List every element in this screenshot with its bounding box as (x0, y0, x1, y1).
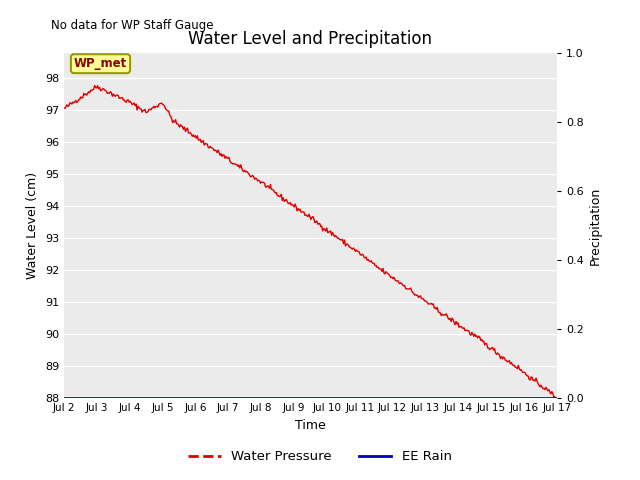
Text: WP_met: WP_met (74, 57, 127, 70)
Y-axis label: Water Level (cm): Water Level (cm) (26, 172, 39, 279)
Text: No data for WP Staff Gauge: No data for WP Staff Gauge (51, 19, 214, 32)
Title: Water Level and Precipitation: Water Level and Precipitation (188, 30, 433, 48)
Y-axis label: Precipitation: Precipitation (589, 186, 602, 265)
Legend: Water Pressure, EE Rain: Water Pressure, EE Rain (182, 445, 458, 468)
X-axis label: Time: Time (295, 419, 326, 432)
